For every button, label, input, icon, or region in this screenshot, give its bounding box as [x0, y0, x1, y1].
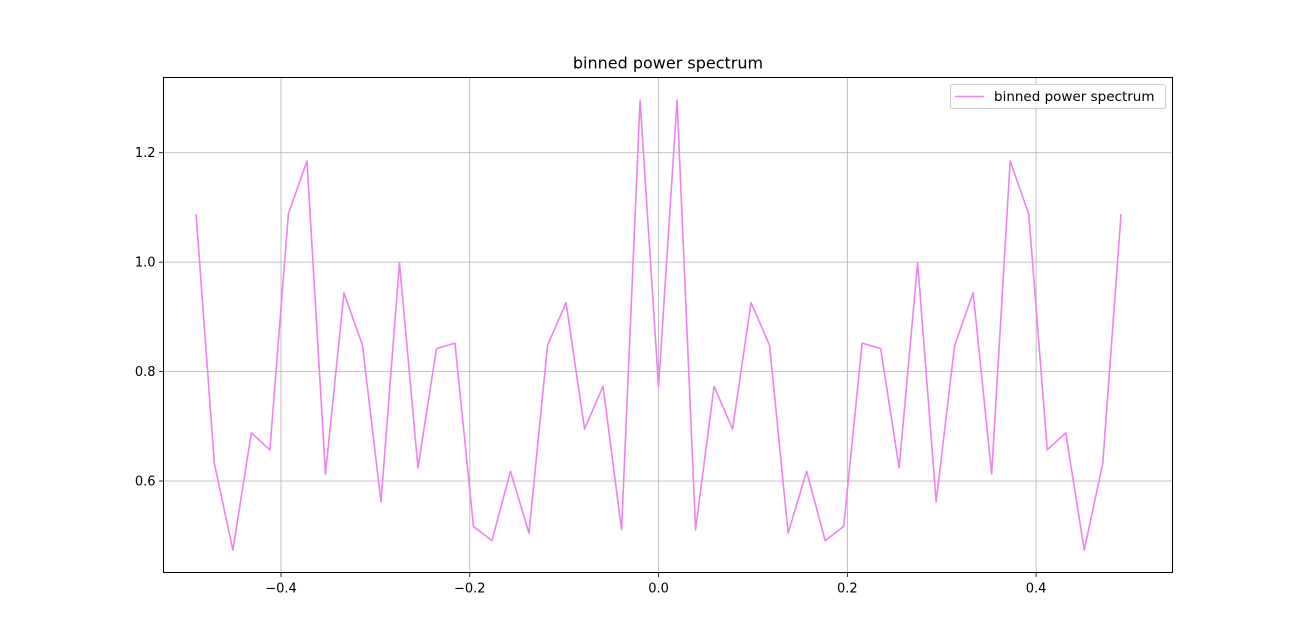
grid-lines — [163, 77, 1173, 573]
x-tick-label: −0.4 — [265, 582, 297, 597]
x-tick-label: −0.2 — [454, 582, 486, 597]
x-tick-label: 0.4 — [1026, 582, 1047, 597]
legend: binned power spectrum — [950, 84, 1166, 109]
series-layer — [195, 99, 1122, 551]
legend-label: binned power spectrum — [994, 89, 1155, 105]
x-tick-label: 0.2 — [837, 582, 858, 597]
y-tick-label: 1.2 — [135, 146, 156, 161]
legend-box — [950, 84, 1166, 109]
y-tick-label: 0.8 — [135, 365, 156, 380]
y-tick-label: 0.6 — [135, 475, 156, 490]
series-line — [195, 99, 1122, 551]
x-tick-label: 0.0 — [648, 582, 669, 597]
y-tick-label: 1.0 — [135, 256, 156, 271]
axis-ticks: −0.4 −0.2 0.0 0.2 0.4 0.6 0.8 1.0 1.2 — [135, 146, 1047, 596]
plot-frame — [163, 77, 1173, 573]
chart-title: binned power spectrum — [573, 54, 763, 73]
